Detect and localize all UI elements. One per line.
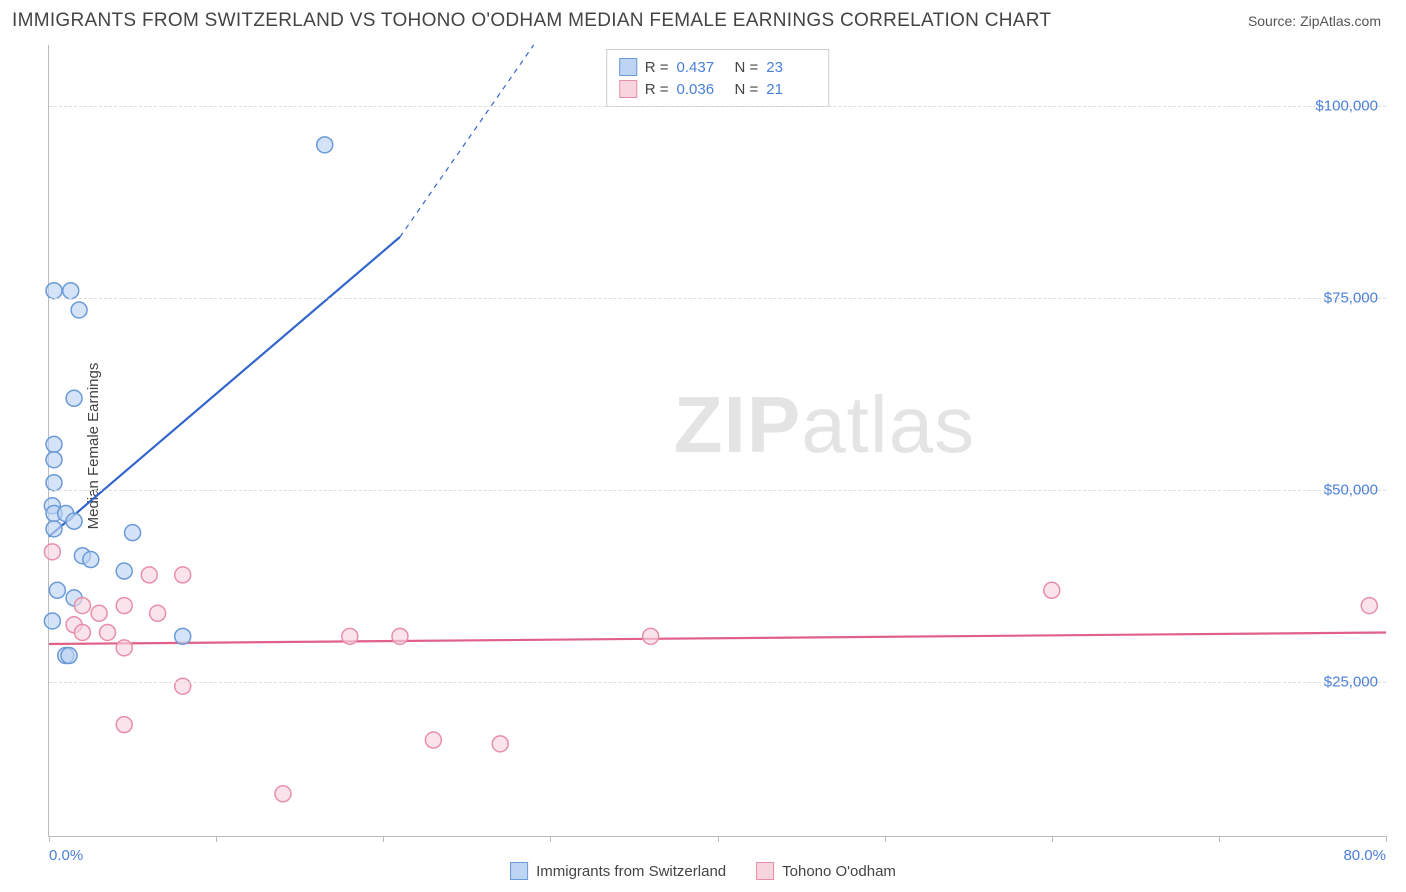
correlation-legend: R = 0.437 N = 23 R = 0.036 N = 21 [606,49,830,107]
data-point-series-1 [74,598,90,614]
data-point-series-0 [116,563,132,579]
plot-area: R = 0.437 N = 23 R = 0.036 N = 21 ZIPatl… [48,45,1386,837]
data-point-series-1 [492,736,508,752]
legend-row-series-0: R = 0.437 N = 23 [619,56,817,78]
x-tick [550,836,551,842]
data-point-series-1 [99,624,115,640]
r-prefix: R = [645,81,669,98]
legend-item-1: Tohono O'odham [756,862,896,880]
data-point-series-0 [49,582,65,598]
data-point-series-1 [44,544,60,560]
data-point-series-0 [66,513,82,529]
chart-header: IMMIGRANTS FROM SWITZERLAND VS TOHONO O'… [0,0,1406,40]
data-point-series-1 [150,605,166,621]
trend-line-1 [49,632,1386,644]
data-point-series-0 [317,137,333,153]
data-point-series-1 [91,605,107,621]
legend-row-series-1: R = 0.036 N = 21 [619,78,817,100]
data-point-series-0 [46,283,62,299]
data-point-series-0 [66,390,82,406]
x-tick [216,836,217,842]
data-point-series-1 [116,598,132,614]
series-legend: Immigrants from Switzerland Tohono O'odh… [510,862,896,880]
trend-line-0 [49,237,400,537]
x-tick [1219,836,1220,842]
r-prefix: R = [645,59,669,76]
swatch-series-1 [619,80,637,98]
data-point-series-1 [275,786,291,802]
data-point-series-1 [116,717,132,733]
x-tick [718,836,719,842]
gridline [49,490,1386,491]
data-point-series-1 [175,567,191,583]
x-tick [49,836,50,842]
data-point-series-0 [44,613,60,629]
data-point-series-1 [1361,598,1377,614]
data-point-series-0 [46,436,62,452]
source-prefix: Source: [1248,13,1300,29]
source-value: ZipAtlas.com [1300,13,1381,29]
n-prefix: N = [735,81,759,98]
data-point-series-0 [83,552,99,568]
n-value-0: 23 [766,59,816,76]
data-point-series-1 [175,678,191,694]
data-point-series-0 [61,648,77,664]
swatch-bottom-1 [756,862,774,880]
r-value-0: 0.437 [677,59,727,76]
swatch-series-0 [619,58,637,76]
gridline [49,106,1386,107]
gridline [49,682,1386,683]
data-point-series-0 [63,283,79,299]
legend-item-0: Immigrants from Switzerland [510,862,726,880]
data-point-series-1 [643,628,659,644]
data-point-series-1 [116,640,132,656]
data-point-series-0 [71,302,87,318]
x-tick [383,836,384,842]
data-point-series-0 [175,628,191,644]
x-tick [1052,836,1053,842]
source-attribution: Source: ZipAtlas.com [1248,13,1381,29]
trend-line-dash-0 [400,45,534,237]
x-tick [885,836,886,842]
data-point-series-0 [46,475,62,491]
x-axis-max-label: 80.0% [1343,847,1386,864]
y-tick-label: $75,000 [1324,290,1378,307]
data-point-series-1 [74,624,90,640]
data-point-series-1 [392,628,408,644]
scatter-plot-svg [49,45,1386,836]
y-tick-label: $100,000 [1315,98,1378,115]
r-value-1: 0.036 [677,81,727,98]
x-axis-min-label: 0.0% [49,847,83,864]
x-tick [1386,836,1387,842]
data-point-series-0 [46,452,62,468]
data-point-series-1 [342,628,358,644]
data-point-series-0 [46,521,62,537]
n-prefix: N = [735,59,759,76]
series-name-0: Immigrants from Switzerland [536,863,726,880]
data-point-series-1 [425,732,441,748]
chart-title: IMMIGRANTS FROM SWITZERLAND VS TOHONO O'… [12,10,1051,32]
data-point-series-1 [1044,582,1060,598]
y-tick-label: $25,000 [1324,674,1378,691]
y-tick-label: $50,000 [1324,482,1378,499]
n-value-1: 21 [766,81,816,98]
series-name-1: Tohono O'odham [782,863,896,880]
data-point-series-1 [141,567,157,583]
gridline [49,298,1386,299]
swatch-bottom-0 [510,862,528,880]
data-point-series-0 [125,525,141,541]
